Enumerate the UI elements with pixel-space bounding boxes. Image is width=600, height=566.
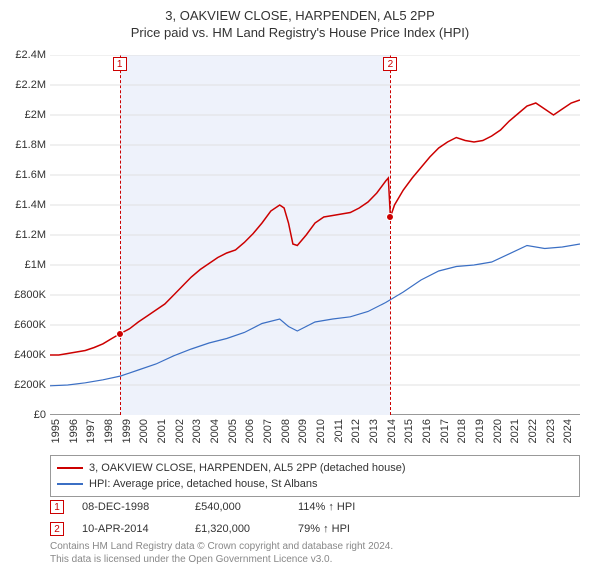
x-tick-label: 1997: [85, 419, 97, 443]
transaction-row: 1 08-DEC-1998 £540,000 114% ↑ HPI: [50, 496, 580, 518]
transaction-price: £540,000: [195, 501, 280, 513]
transaction-price: £1,320,000: [195, 523, 280, 535]
x-tick-label: 2000: [138, 419, 150, 443]
x-tick-label: 2020: [492, 419, 504, 443]
x-tick-label: 2016: [421, 419, 433, 443]
x-tick-label: 1995: [50, 419, 62, 443]
x-tick-label: 2006: [244, 419, 256, 443]
y-tick-label: £2M: [2, 109, 46, 121]
x-tick-label: 2007: [262, 419, 274, 443]
transaction-pct: 79% ↑ HPI: [298, 523, 398, 535]
chart-area: 12 £0£200K£400K£600K£800K£1M£1.2M£1.4M£1…: [50, 55, 580, 415]
x-tick-label: 2011: [333, 419, 345, 443]
marker-dot-2: [386, 213, 394, 221]
footnote: Contains HM Land Registry data © Crown c…: [50, 540, 580, 566]
y-tick-label: £1.6M: [2, 169, 46, 181]
x-tick-label: 1996: [68, 419, 80, 443]
x-tick-label: 2019: [474, 419, 486, 443]
x-tick-label: 2012: [350, 419, 362, 443]
transaction-marker: 2: [50, 522, 64, 536]
y-tick-label: £1.4M: [2, 199, 46, 211]
legend-label: 3, OAKVIEW CLOSE, HARPENDEN, AL5 2PP (de…: [89, 462, 406, 474]
y-tick-label: £2.4M: [2, 49, 46, 61]
x-tick-label: 2008: [280, 419, 292, 443]
y-tick-label: £1M: [2, 259, 46, 271]
x-tick-label: 2015: [403, 419, 415, 443]
x-tick-label: 1998: [103, 419, 115, 443]
title-block: 3, OAKVIEW CLOSE, HARPENDEN, AL5 2PP Pri…: [0, 0, 600, 40]
marker-dot-1: [116, 330, 124, 338]
x-tick-label: 2017: [439, 419, 451, 443]
transaction-pct: 114% ↑ HPI: [298, 501, 398, 513]
x-tick-label: 1999: [121, 419, 133, 443]
transaction-date: 10-APR-2014: [82, 523, 177, 535]
footnote-line1: Contains HM Land Registry data © Crown c…: [50, 540, 580, 553]
marker-box-1: 1: [113, 57, 127, 71]
x-tick-label: 2002: [174, 419, 186, 443]
y-tick-label: £1.8M: [2, 139, 46, 151]
y-tick-label: £600K: [2, 319, 46, 331]
y-tick-label: £2.2M: [2, 79, 46, 91]
transaction-marker: 1: [50, 500, 64, 514]
x-tick-label: 2018: [456, 419, 468, 443]
x-tick-label: 2021: [509, 419, 521, 443]
series-price_paid: [50, 100, 580, 355]
x-tick-label: 2004: [209, 419, 221, 443]
x-tick-label: 2024: [562, 419, 574, 443]
x-tick-label: 2013: [368, 419, 380, 443]
y-tick-label: £1.2M: [2, 229, 46, 241]
x-tick-label: 2014: [386, 419, 398, 443]
x-tick-label: 2001: [156, 419, 168, 443]
y-tick-label: £400K: [2, 349, 46, 361]
transaction-date: 08-DEC-1998: [82, 501, 177, 513]
x-tick-label: 2009: [297, 419, 309, 443]
legend-row: 3, OAKVIEW CLOSE, HARPENDEN, AL5 2PP (de…: [57, 460, 573, 476]
x-tick-label: 2010: [315, 419, 327, 443]
y-tick-label: £800K: [2, 289, 46, 301]
legend-swatch: [57, 467, 83, 469]
transaction-row: 2 10-APR-2014 £1,320,000 79% ↑ HPI: [50, 518, 580, 540]
y-tick-label: £0: [2, 409, 46, 421]
transaction-table: 1 08-DEC-1998 £540,000 114% ↑ HPI 2 10-APR-20…: [50, 496, 580, 540]
legend: 3, OAKVIEW CLOSE, HARPENDEN, AL5 2PP (de…: [50, 455, 580, 497]
plot-svg: [50, 55, 580, 415]
legend-row: HPI: Average price, detached house, St A…: [57, 476, 573, 492]
x-tick-label: 2022: [527, 419, 539, 443]
legend-label: HPI: Average price, detached house, St A…: [89, 478, 318, 490]
title-subtitle: Price paid vs. HM Land Registry's House …: [0, 25, 600, 40]
x-tick-label: 2003: [191, 419, 203, 443]
x-tick-label: 2023: [545, 419, 557, 443]
y-tick-label: £200K: [2, 379, 46, 391]
legend-swatch: [57, 483, 83, 485]
plot-surface: 12: [50, 55, 580, 415]
chart-container: 3, OAKVIEW CLOSE, HARPENDEN, AL5 2PP Pri…: [0, 0, 600, 560]
marker-box-2: 2: [383, 57, 397, 71]
title-address: 3, OAKVIEW CLOSE, HARPENDEN, AL5 2PP: [0, 8, 600, 23]
x-tick-label: 2005: [227, 419, 239, 443]
